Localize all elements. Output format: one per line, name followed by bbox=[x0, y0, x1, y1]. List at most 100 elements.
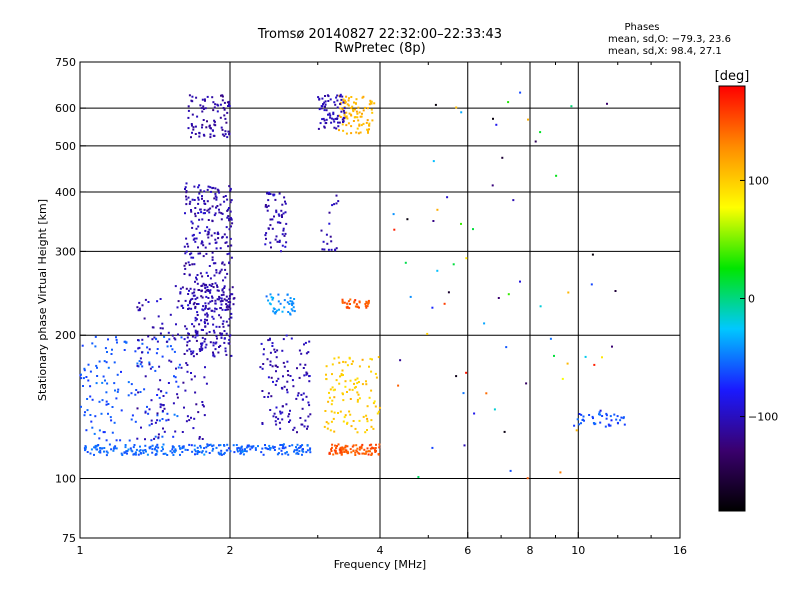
scatter-point bbox=[262, 353, 265, 356]
scatter-point bbox=[223, 108, 226, 111]
scatter-point bbox=[191, 226, 194, 229]
scatter-point bbox=[193, 294, 196, 297]
scatter-point bbox=[283, 196, 286, 199]
scatter-point bbox=[269, 360, 272, 363]
scatter-point bbox=[213, 331, 216, 334]
scatter-point bbox=[105, 403, 108, 406]
scatter-point bbox=[282, 375, 284, 378]
scatter-point bbox=[227, 447, 230, 450]
scatter-point bbox=[345, 124, 348, 127]
scatter-point bbox=[404, 261, 407, 264]
scatter-point bbox=[325, 421, 328, 424]
scatter-point bbox=[375, 376, 378, 379]
scatter-point bbox=[284, 245, 287, 248]
scatter-point bbox=[228, 105, 231, 107]
scatter-point bbox=[208, 290, 211, 293]
scatter-point bbox=[271, 365, 274, 368]
scatter-point bbox=[269, 337, 271, 340]
scatter-point bbox=[561, 377, 564, 380]
scatter-point bbox=[215, 247, 218, 250]
scatter-point bbox=[227, 308, 230, 311]
scatter-point bbox=[185, 237, 188, 240]
scatter-point bbox=[285, 241, 288, 244]
scatter-point bbox=[176, 306, 179, 309]
scatter-point bbox=[269, 224, 272, 227]
scatter-point bbox=[213, 274, 216, 277]
scatter-point bbox=[357, 106, 360, 109]
scatter-point bbox=[281, 203, 284, 206]
scatter-point bbox=[281, 418, 284, 421]
scatter-point bbox=[254, 447, 257, 450]
scatter-point bbox=[330, 117, 333, 120]
scatter-point bbox=[185, 195, 187, 198]
x-tick-label: 2 bbox=[227, 544, 234, 557]
scatter-point bbox=[367, 302, 370, 305]
scatter-point bbox=[165, 340, 168, 343]
scatter-point bbox=[305, 373, 308, 376]
scatter-point bbox=[198, 348, 201, 351]
scatter-point bbox=[227, 208, 229, 211]
scatter-point bbox=[171, 446, 174, 449]
scatter-point bbox=[270, 296, 273, 299]
scatter-point bbox=[211, 299, 214, 302]
scatter-point bbox=[229, 210, 232, 213]
scatter-point bbox=[192, 427, 195, 430]
scatter-point bbox=[340, 451, 343, 454]
scatter-point bbox=[223, 287, 226, 289]
scatter-point bbox=[357, 119, 360, 122]
scatter-point bbox=[606, 102, 608, 105]
scatter-point bbox=[141, 338, 144, 341]
scatter-point bbox=[143, 388, 146, 391]
scatter-point bbox=[330, 121, 333, 124]
scatter-point bbox=[130, 392, 133, 395]
scatter-point bbox=[286, 391, 289, 394]
scatter-point bbox=[201, 336, 204, 339]
scatter-point bbox=[105, 361, 108, 364]
scatter-point bbox=[222, 107, 225, 109]
scatter-point bbox=[214, 348, 217, 351]
scatter-point bbox=[95, 364, 98, 367]
scatter-point bbox=[369, 450, 371, 453]
scatter-point bbox=[205, 450, 208, 453]
scatter-point bbox=[211, 295, 213, 298]
scatter-point bbox=[289, 419, 292, 422]
scatter-point bbox=[348, 112, 351, 115]
scatter-point bbox=[309, 413, 312, 416]
scatter-point bbox=[339, 449, 342, 452]
scatter-point bbox=[193, 199, 196, 201]
scatter-point bbox=[183, 338, 186, 341]
scatter-point bbox=[209, 277, 212, 280]
scatter-point bbox=[269, 193, 272, 195]
scatter-point bbox=[204, 346, 207, 349]
scatter-point bbox=[264, 444, 266, 446]
scatter-point bbox=[578, 423, 581, 426]
scatter-point bbox=[187, 245, 190, 248]
scatter-point bbox=[322, 240, 325, 243]
scatter-point bbox=[356, 447, 359, 450]
scatter-point bbox=[89, 370, 92, 373]
scatter-point bbox=[216, 286, 219, 288]
scatter-point bbox=[329, 98, 332, 101]
scatter-point bbox=[266, 209, 269, 212]
scatter-point bbox=[279, 410, 282, 413]
scatter-point bbox=[352, 444, 355, 447]
scatter-point bbox=[196, 314, 199, 316]
scatter-point bbox=[277, 300, 280, 303]
scatter-point bbox=[364, 303, 367, 305]
scatter-point bbox=[365, 300, 368, 303]
scatter-point bbox=[123, 349, 126, 351]
scatter-point bbox=[323, 101, 326, 104]
scatter-point bbox=[616, 421, 619, 424]
scatter-point bbox=[295, 397, 298, 400]
scatter-point bbox=[226, 272, 229, 275]
scatter-point bbox=[539, 305, 542, 308]
scatter-point bbox=[151, 444, 154, 447]
scatter-point bbox=[212, 317, 215, 320]
scatter-point bbox=[184, 299, 187, 302]
scatter-point bbox=[109, 416, 112, 419]
scatter-point bbox=[354, 305, 357, 308]
scatter-point bbox=[144, 438, 146, 441]
scatter-point bbox=[463, 444, 466, 447]
scatter-point bbox=[159, 379, 162, 382]
scatter-point bbox=[368, 103, 371, 106]
